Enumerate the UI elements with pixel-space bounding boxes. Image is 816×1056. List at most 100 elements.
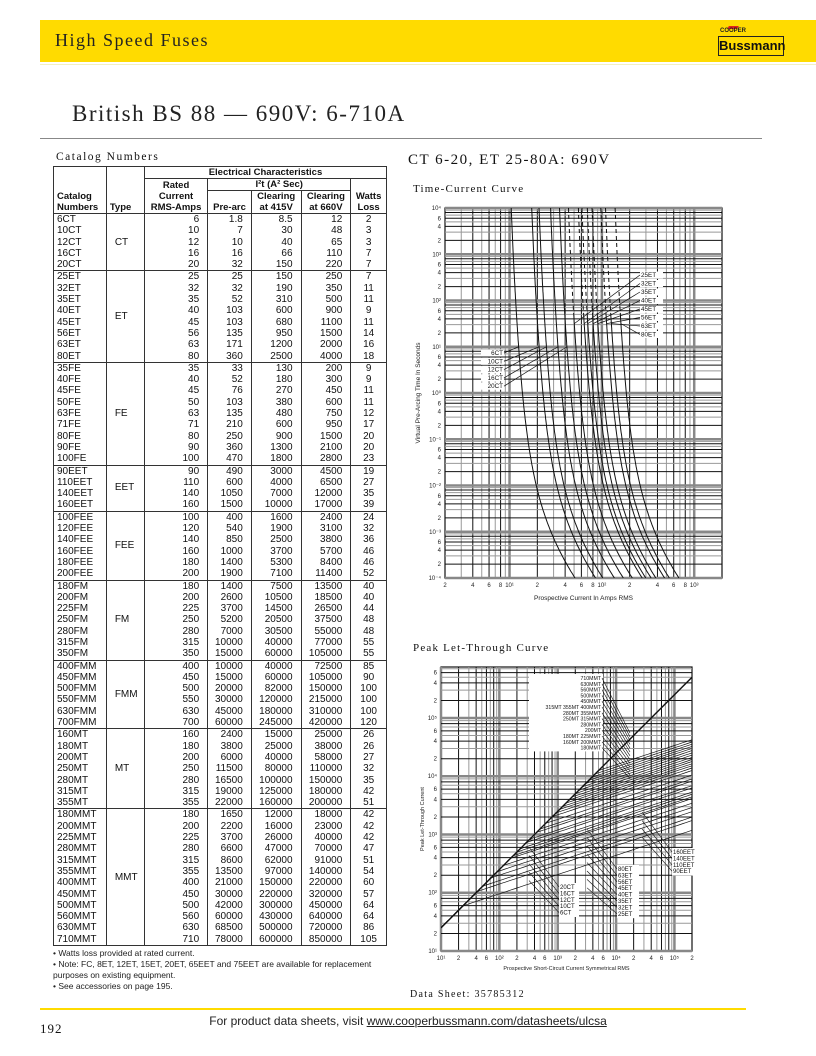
clearing-415v: 40000 [250,751,302,764]
table-row: 250FM 250 5200 20500 37500 48 [53,614,387,626]
peak-let-through-title: Peak Let-Through Curve [413,642,550,654]
series-label: 16CT [560,891,575,897]
pre-arc: 103 [207,316,252,328]
table-row: 355MT 355 22000 160000 200000 51 [53,797,387,810]
y-tick-label: 6 [434,671,438,677]
table-row: 280FM 280 7000 30500 55000 48 [53,625,387,637]
label-bg [640,331,663,338]
leader-line [503,346,540,362]
table-row: 315MT 315 19000 125000 180000 42 [53,785,387,798]
catalog-number: 80ET [53,350,107,363]
leader-line [601,689,631,741]
catalog-number: 40FE [53,374,107,386]
curve-35ET [586,314,647,578]
table-row: 400FMM FMM 400 10000 40000 72500 85 [53,660,387,730]
y-tick-label: 6 [434,787,438,793]
watts-loss: 26 [350,728,387,741]
y-tick-label: 2 [438,331,442,337]
catalog-number: 200FM [53,591,107,604]
table-row: 225MMT 225 3700 26000 40000 42 [53,832,387,844]
pre-arc: 10 [207,236,252,248]
x-tick-label: 2 [632,956,636,962]
clearing-415v: 120000 [250,694,302,706]
footer-rule [40,1008,746,1010]
table-row: 100FE 100 470 1800 2800 23 [53,453,387,466]
pre-arc: 42000 [207,899,252,912]
x-tick-label: 10⁵ [670,955,680,962]
series-label: 80ET [641,332,656,339]
clearing-660v: 215000 [300,694,351,706]
catalog-number: 560MMT [53,911,107,923]
pre-arc: 210 [207,419,252,431]
series-label: 160MT 200MMT [563,740,602,746]
rated-current: 16 [143,247,208,260]
clearing-415v: 180 [250,374,302,386]
series-label: 560MMT [581,688,602,694]
rated-current: 100 [143,511,208,524]
label-bg [640,280,663,287]
clearing-415v: 220000 [250,888,302,900]
pre-arc: 250 [207,430,252,442]
x-tick-label: 6 [485,956,489,962]
y-tick-label: 6 [434,904,438,910]
table-row: 200MT 200 6000 40000 58000 27 [53,751,387,764]
pre-arc: 32 [207,259,252,272]
x-tick-label: 4 [591,956,595,962]
clearing-415v: 10000 [250,499,302,512]
rated-current: 350 [143,648,208,661]
series-label: 63ET [641,323,656,330]
watts-loss: 27 [350,476,387,489]
watts-loss: 9 [350,305,387,317]
clearing-660v: 70000 [300,843,351,855]
header-i2t: I²t (A² Sec) [207,178,352,191]
watts-loss: 11 [350,282,387,295]
rated-current: 280 [143,625,208,637]
table-row: 6CT CT 6 1.8 8.5 12 2 [53,213,387,272]
rated-current: 630 [143,922,208,934]
table-row: 45FE 45 76 270 450 11 [53,385,387,397]
y-tick-label: 2 [438,470,442,476]
table-row: 45ET 45 103 680 1100 11 [53,316,387,328]
clearing-660v: 150000 [300,683,351,695]
table-row: 550FMM 550 30000 120000 215000 100 [53,694,387,706]
rated-current: 450 [143,671,208,684]
clearing-660v: 55000 [300,625,351,637]
catalog-number: 200FEE [53,568,107,581]
y-tick-label: 10³ [428,832,437,838]
fuse-type: ET [105,270,145,363]
table-row: 160FEE 160 1000 3700 5700 46 [53,545,387,557]
table-row: 25ET ET 25 25 150 250 7 [53,270,387,363]
table-row: 40ET 40 103 600 900 9 [53,305,387,317]
table-row: 200FM 200 2600 10500 18500 40 [53,591,387,604]
clearing-660v: 3100 [300,523,351,535]
catalog-number: 56ET [53,327,107,340]
curve-12CT [538,208,604,578]
leader-line [601,701,631,749]
clearing-660v: 1500 [300,327,351,340]
watts-loss: 51 [350,854,387,866]
pre-arc: 19000 [207,785,252,798]
y-tick-label: 10⁻² [429,484,441,490]
clearing-660v: 18500 [300,591,351,604]
watts-loss: 48 [350,614,387,626]
pre-arc: 1000 [207,545,252,557]
clearing-415v: 3700 [250,545,302,557]
leader-line [641,837,673,872]
rated-current: 45 [143,316,208,328]
clearing-415v: 600 [250,305,302,317]
fuse-type: EET [105,465,145,512]
rated-current: 400 [143,877,208,889]
watts-loss: 64 [350,911,387,923]
clearing-415v: 380 [250,396,302,409]
rated-current: 160 [143,728,208,741]
pre-arc: 1.8 [207,213,252,226]
catalog-number: 80FE [53,430,107,442]
datasheets-link[interactable]: www.cooperbussmann.com/datasheets/ulcsa [366,1014,607,1028]
rated-current: 25 [143,270,208,283]
pre-arc: 52 [207,294,252,306]
leader-line [503,346,547,370]
fuse-type: FM [105,580,145,661]
x-tick-label: 2 [628,583,632,589]
clearing-415v: 66 [250,247,302,260]
rated-current: 200 [143,568,208,581]
